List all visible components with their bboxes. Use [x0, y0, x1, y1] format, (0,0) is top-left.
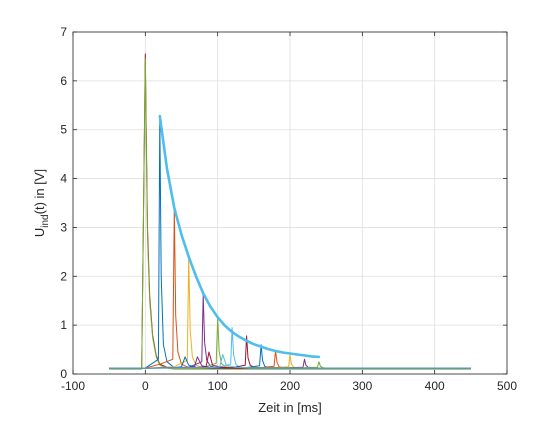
x-axis-label: Zeit in [ms]	[258, 400, 322, 415]
y-tick-label: 6	[60, 74, 67, 88]
envelope-line	[158, 114, 321, 359]
y-axis-label-subscript: ind	[40, 214, 51, 227]
series-layer	[109, 53, 471, 370]
x-tick-label: 300	[352, 379, 372, 393]
x-tick-label: 500	[497, 379, 517, 393]
x-tick-label: 0	[142, 379, 149, 393]
y-axis-label-rest: (t) in [V]	[32, 169, 47, 215]
series-line	[109, 354, 471, 369]
x-tick-label: 200	[280, 379, 300, 393]
y-axis-label-base: U	[32, 228, 47, 237]
y-tick-label: 0	[60, 367, 67, 381]
x-tick-label: -100	[61, 379, 85, 393]
x-tick-label: 400	[425, 379, 445, 393]
y-tick-label: 4	[60, 172, 67, 186]
y-tick-label: 1	[60, 318, 67, 332]
series-line	[109, 58, 471, 370]
y-tick-label: 5	[60, 123, 67, 137]
y-tick-label: 3	[60, 220, 67, 234]
x-tick-label: 100	[208, 379, 228, 393]
y-tick-label: 7	[60, 25, 67, 39]
y-axis-label: Uind(t) in [V]	[32, 169, 51, 237]
y-tick-label: 2	[60, 269, 67, 283]
